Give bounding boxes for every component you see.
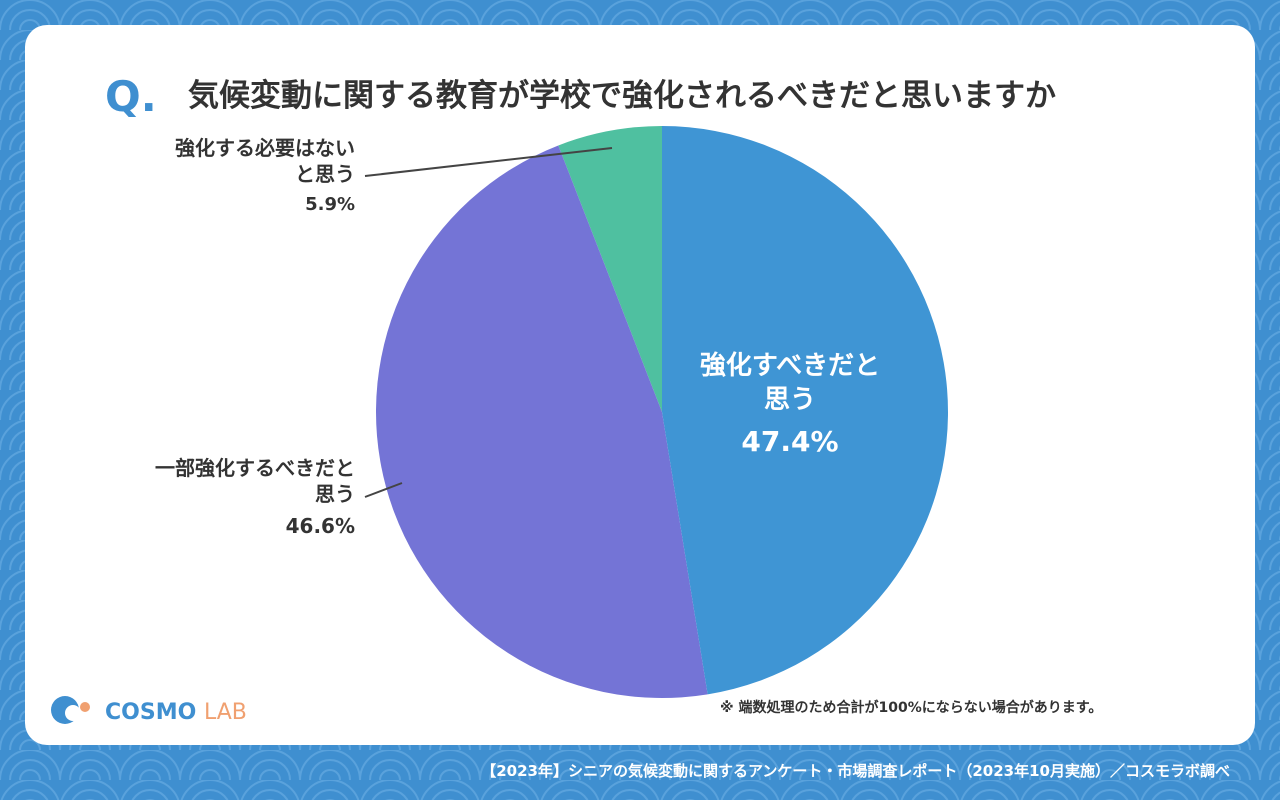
logo-icon	[51, 696, 90, 724]
slice-label: 一部強化するべきだと思う 46.6%	[150, 455, 355, 539]
pie-slice	[558, 126, 662, 412]
leader-line	[364, 482, 403, 498]
value-label: 5.9%	[305, 194, 355, 215]
leader-line	[364, 147, 613, 177]
logo-sub: LAB	[203, 700, 247, 725]
logo-main: COSMO	[105, 700, 197, 725]
note: ※ 端数処理のため合計が100%にならない場合があります。	[720, 700, 1103, 716]
footer: 【2023年】シニアの気候変動に関するアンケート・市場調査レポート（2023年1…	[481, 762, 1230, 780]
slice-label: 強化すべきだと思う 47.4%	[695, 350, 885, 460]
q-mark: Q.	[105, 72, 157, 121]
slice-label: 強化する必要はないと思う 5.9%	[170, 135, 355, 216]
logo: COSMO LAB	[105, 700, 247, 725]
value-label: 47.4%	[741, 424, 839, 458]
value-label: 46.6%	[285, 514, 355, 538]
category-label: 強化すべきだと思う	[699, 351, 881, 415]
category-label: 強化する必要はないと思う	[175, 136, 355, 186]
question: 気候変動に関する教育が学校で強化されるべきだと思いますか	[188, 78, 1056, 114]
pie-slice	[662, 126, 948, 695]
pie-slice	[376, 145, 708, 698]
category-label: 一部強化するべきだと思う	[155, 456, 355, 506]
